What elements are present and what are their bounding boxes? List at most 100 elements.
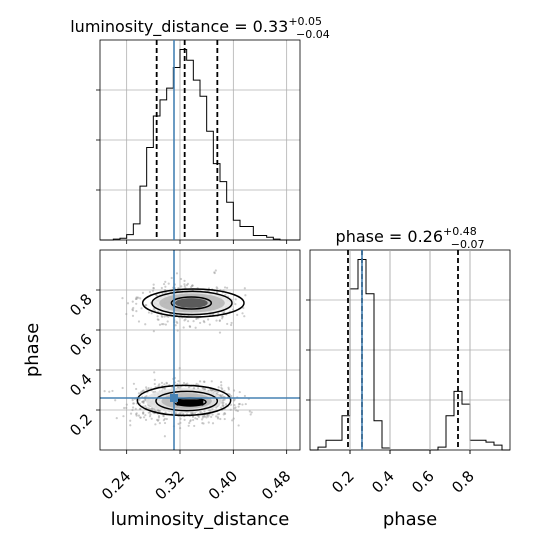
sample-point <box>132 306 135 310</box>
sample-point <box>151 407 154 410</box>
sample-point <box>179 277 183 281</box>
sample-point <box>176 329 179 332</box>
sample-point <box>222 405 225 408</box>
sample-point <box>248 410 251 413</box>
sample-point <box>131 314 135 317</box>
sample-point <box>139 297 142 300</box>
hist-phase-axis-tick-label-x-0.6: 0.6 <box>408 467 438 497</box>
sample-point <box>219 417 222 421</box>
sample-point <box>226 322 229 326</box>
sample-point <box>201 416 205 419</box>
sample-point <box>210 380 213 383</box>
sample-point <box>198 380 202 383</box>
sample-point <box>226 286 229 289</box>
sample-point <box>160 323 164 326</box>
sample-point <box>135 413 138 416</box>
sample-point <box>199 411 202 414</box>
sample-point <box>142 416 146 419</box>
sample-point <box>126 302 130 305</box>
sample-point <box>220 386 223 389</box>
sample-point <box>209 388 212 392</box>
sample-point <box>164 280 167 283</box>
sample-point <box>139 416 142 419</box>
sample-point <box>216 390 219 394</box>
sample-point <box>214 269 217 272</box>
sample-point <box>235 409 238 412</box>
sample-point <box>217 386 220 389</box>
sample-point <box>179 426 182 430</box>
sample-point <box>129 412 133 415</box>
density-fill-inner-1 <box>174 298 208 308</box>
sample-point <box>250 411 253 414</box>
hist-phase-axis-tick-label-x-0.4: 0.4 <box>368 467 398 497</box>
sample-point <box>156 318 159 321</box>
sample-point <box>177 422 180 426</box>
sample-point <box>122 415 125 418</box>
sample-point <box>222 398 225 401</box>
sample-point <box>132 402 136 405</box>
density-tick-label-x-0.24: 0.24 <box>98 467 134 503</box>
sample-point <box>177 380 180 383</box>
sample-point <box>137 392 141 395</box>
sample-point <box>162 323 165 326</box>
sample-point <box>241 312 244 315</box>
sample-point <box>175 272 179 275</box>
sample-point <box>144 418 148 421</box>
sample-point <box>129 424 132 427</box>
sample-point <box>155 294 159 297</box>
sample-point <box>237 403 241 406</box>
sample-point <box>108 390 111 393</box>
sample-point <box>114 399 117 402</box>
sample-point <box>211 413 214 416</box>
sample-point <box>209 409 212 412</box>
sample-point <box>220 384 223 387</box>
sample-point <box>135 302 138 305</box>
sample-point <box>163 383 166 386</box>
sample-point <box>178 367 181 370</box>
density-tick-label-y-0.6: 0.6 <box>66 330 96 360</box>
sample-point <box>180 285 183 288</box>
histogram-panel-phase: 0.2 0.4 0.6 0.8 <box>306 249 511 497</box>
sample-point <box>158 422 161 425</box>
sample-point <box>211 422 215 425</box>
sample-point <box>249 413 252 416</box>
sample-point <box>164 323 167 326</box>
sample-point <box>238 390 241 394</box>
sample-point <box>232 399 236 402</box>
sample-point <box>121 386 124 390</box>
sample-point <box>223 389 226 393</box>
sample-point <box>236 313 239 316</box>
sample-point <box>223 311 226 314</box>
sample-point <box>192 418 195 422</box>
sample-point <box>156 409 159 412</box>
sample-point <box>152 286 155 290</box>
histogram-panel-luminosity-distance <box>96 39 301 244</box>
sample-point <box>216 417 220 420</box>
sample-point <box>153 371 156 374</box>
sample-point <box>125 403 128 406</box>
truth-marker <box>170 394 178 402</box>
sample-point <box>200 418 204 421</box>
sample-point <box>193 424 196 428</box>
hist-phase-frame <box>309 249 511 451</box>
sample-point <box>162 282 166 286</box>
sample-point <box>229 403 233 406</box>
x-axis-label-phase: phase <box>383 509 437 530</box>
sample-point <box>190 284 194 287</box>
sample-point <box>123 406 126 410</box>
sample-point <box>220 381 223 384</box>
sample-point <box>149 413 152 416</box>
sample-point <box>242 306 245 310</box>
sample-point <box>213 271 216 274</box>
sample-point <box>183 418 186 421</box>
sample-point <box>156 315 159 318</box>
sample-point <box>148 290 152 294</box>
sample-point <box>188 325 191 328</box>
sample-point <box>135 387 138 391</box>
sample-point <box>154 423 157 426</box>
sample-point <box>171 386 174 389</box>
sample-point <box>217 312 220 315</box>
sample-point <box>111 389 114 393</box>
sample-point <box>182 326 185 329</box>
sample-point <box>241 403 244 406</box>
